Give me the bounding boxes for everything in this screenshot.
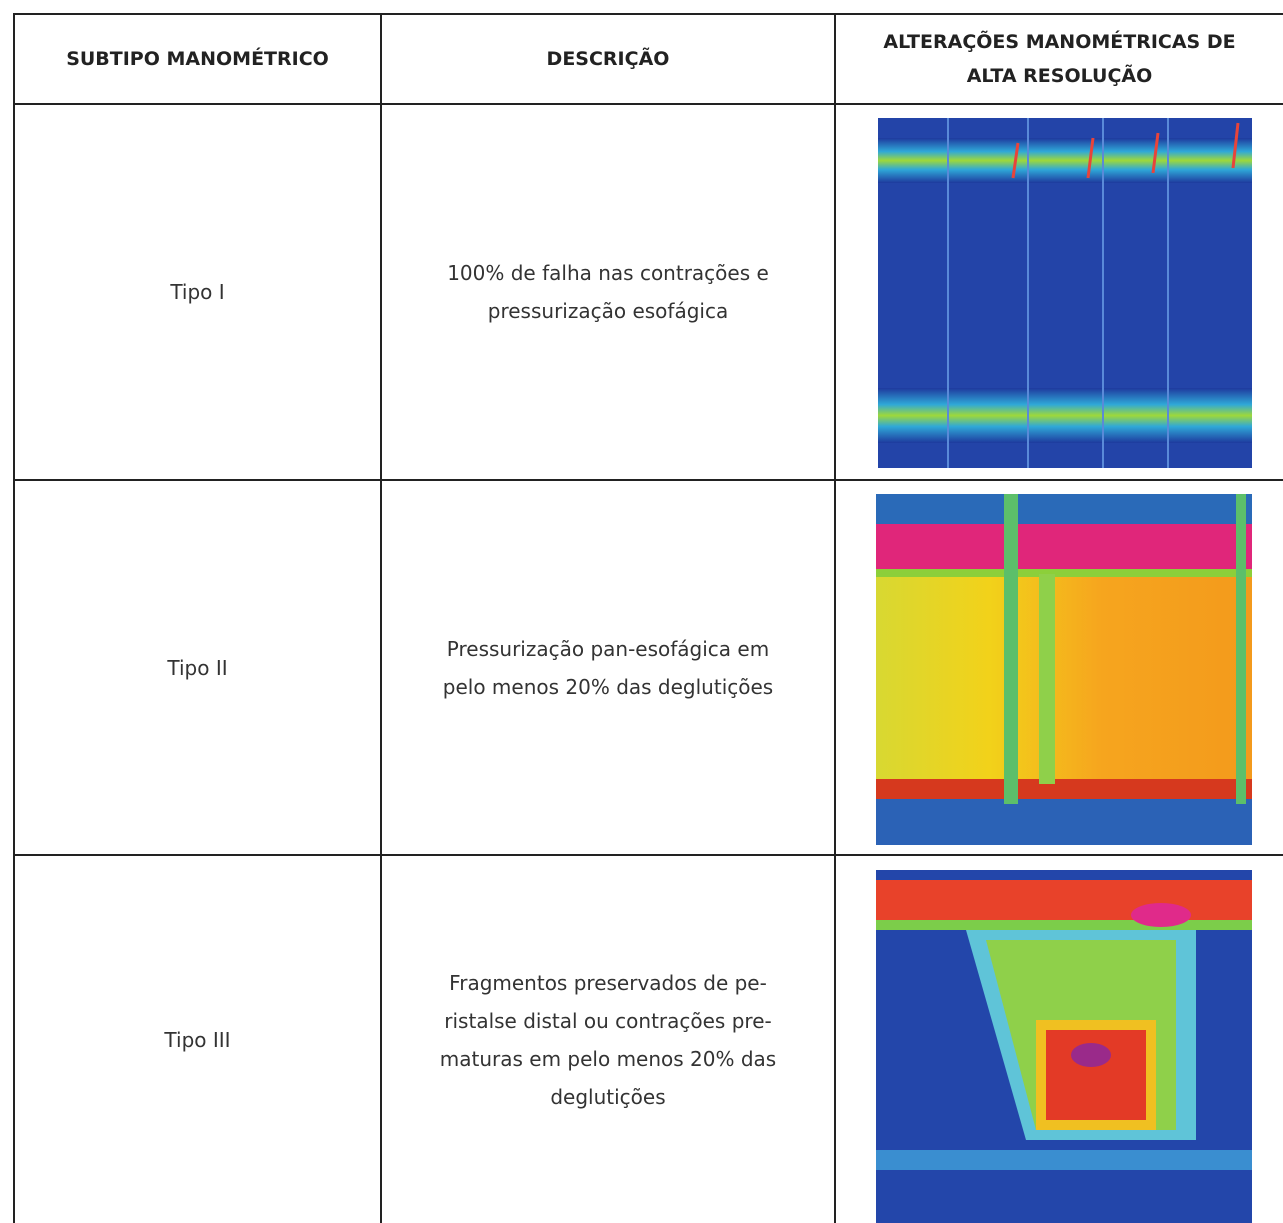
subtype-cell: Tipo III — [15, 856, 380, 1223]
description-cell: Fragmentos preservados de pe-ristalse di… — [382, 856, 834, 1223]
subtype-cell: Tipo I — [15, 105, 380, 479]
header-cell: SUBTIPO MANOMÉTRICO — [15, 15, 380, 103]
text-line: maturas em pelo menos 20% das — [440, 1040, 776, 1078]
border — [834, 13, 836, 1223]
text-line: pelo menos 20% das deglutições — [443, 668, 773, 706]
text-line: Pressurização pan-esofágica em — [443, 630, 773, 668]
subtype-cell: Tipo II — [15, 481, 380, 854]
manometry-image — [876, 870, 1252, 1223]
text-line: ALTA RESOLUÇÃO — [883, 59, 1235, 93]
text-line: ALTERAÇÕES MANOMÉTRICAS DE — [883, 25, 1235, 59]
text-line: ristalse distal ou contrações pre- — [440, 1002, 776, 1040]
manometry-image — [878, 118, 1252, 468]
manometry-image — [876, 494, 1252, 845]
text-line: 100% de falha nas contrações e — [447, 254, 769, 292]
text-line: Fragmentos preservados de pe- — [440, 964, 776, 1002]
page: SUBTIPO MANOMÉTRICO DESCRIÇÃO ALTERAÇÕES… — [0, 0, 1283, 1223]
text-block: Fragmentos preservados de pe-ristalse di… — [440, 964, 776, 1116]
header-cell: DESCRIÇÃO — [382, 15, 834, 103]
text-line: deglutições — [440, 1078, 776, 1116]
text-line: pressurização esofágica — [447, 292, 769, 330]
